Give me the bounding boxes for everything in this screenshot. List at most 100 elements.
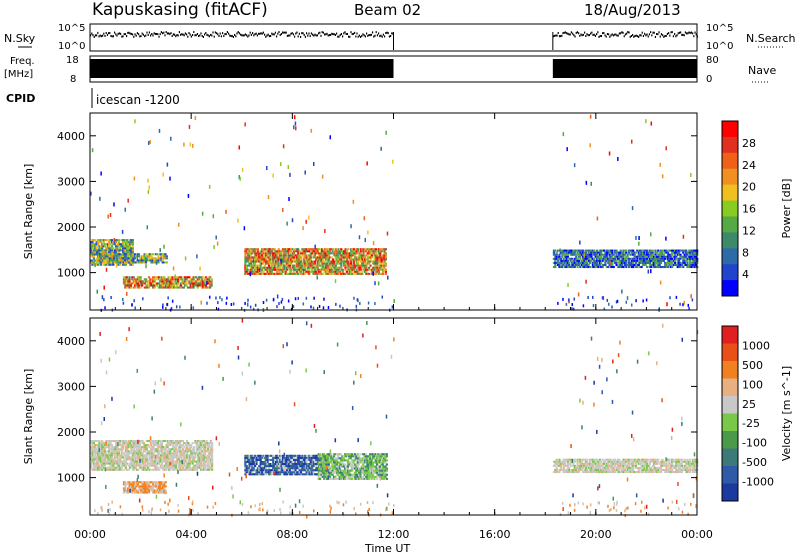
range-gate-cell [369, 248, 372, 251]
range-gate-cell [284, 460, 287, 464]
range-gate-cell [103, 460, 107, 463]
range-gate-cell [143, 286, 146, 289]
nsky-sample [557, 31, 559, 34]
range-gate-cell [363, 260, 367, 263]
range-gate-cell [334, 250, 337, 253]
range-gate-cell [172, 446, 175, 449]
range-gate-cell [292, 256, 296, 259]
range-gate-cell [152, 446, 155, 449]
range-gate-cell [336, 262, 339, 265]
range-gate-cell [133, 466, 136, 469]
range-gate-cell [158, 458, 161, 461]
range-gate-cell [194, 439, 197, 443]
range-gate-cell [170, 456, 173, 459]
range-gate-cell [167, 444, 171, 447]
range-gate-cell [683, 253, 686, 256]
range-gate-cell [273, 467, 276, 470]
range-gate-cell [117, 454, 121, 457]
range-gate-cell [281, 270, 285, 273]
nsky-sample [632, 33, 634, 36]
range-gate-cell [375, 260, 378, 263]
range-gate-cell [174, 456, 178, 459]
freq-strip-series [90, 59, 697, 78]
range-gate-cell [124, 276, 127, 279]
range-gate-cell [99, 456, 102, 459]
range-gate-cell [315, 469, 318, 472]
range-gate-cell [244, 463, 247, 466]
range-gate-cell [144, 257, 148, 260]
nsky-sample [594, 34, 597, 37]
range-gate-cell [170, 448, 173, 451]
range-gate-cell [279, 272, 282, 275]
range-gate-cell [304, 463, 307, 466]
range-gate-cell [142, 464, 146, 467]
range-gate-cell [98, 253, 102, 256]
range-gate-cell [130, 446, 133, 449]
nsky-sample [235, 35, 237, 38]
range-gate-cell [209, 284, 212, 287]
range-gate-cell [313, 252, 317, 255]
range-gate-cell [101, 247, 104, 250]
nsky-sample [654, 35, 657, 38]
range-gate-cell [174, 448, 178, 451]
range-gate-cell [171, 276, 174, 279]
range-gate-cell [304, 460, 307, 464]
range-gate-cell [124, 481, 127, 484]
range-gate-cell [381, 268, 385, 271]
nsky-tick-top: 10^5 [58, 23, 85, 34]
nsky-sample [200, 32, 202, 35]
range-gate-cell [171, 280, 174, 283]
range-gate-cell [665, 265, 668, 269]
range-gate-cell [292, 463, 296, 466]
range-gate-cell [94, 247, 97, 250]
range-gate-cell [255, 456, 258, 459]
range-gate-cell [158, 468, 161, 471]
range-gate-cell [131, 483, 134, 486]
range-gate-cell [299, 460, 303, 464]
nsky-sample [301, 32, 303, 35]
range-gate-cell [99, 446, 102, 449]
range-gate-cell [654, 261, 657, 264]
range-gate-cell [304, 260, 307, 263]
range-gate-cell [288, 254, 291, 257]
range-gate-cell [295, 263, 298, 268]
range-gate-cell [145, 489, 148, 492]
range-gate-cell [147, 276, 151, 279]
nsky-sample [681, 33, 683, 36]
range-gate-cell [316, 266, 319, 269]
range-gate-cell [651, 251, 654, 254]
range-gate-cell [131, 239, 134, 242]
range-gate-cell [372, 248, 375, 251]
range-gate-cell [270, 254, 273, 257]
range-gate-cell [179, 284, 183, 287]
range-gate-cell [134, 450, 137, 453]
range-gate-cell [283, 473, 286, 476]
range-gate-cell [126, 468, 129, 471]
range-gate-cell [249, 469, 253, 472]
range-gate-cell [122, 276, 126, 279]
range-gate-cell [141, 442, 144, 445]
range-gate-cell [174, 286, 177, 289]
range-gate-cell [379, 252, 382, 255]
range-gate-cell [298, 456, 301, 459]
range-gate-cell [304, 254, 307, 257]
range-gate-cell [212, 214, 215, 219]
nsky-sample [212, 31, 214, 34]
range-gate-cell [113, 452, 116, 455]
range-gate-cell [302, 467, 305, 470]
nsky-sample [289, 34, 291, 37]
range-gate-cell [136, 276, 139, 279]
range-gate-cell [129, 261, 132, 264]
nsky-sample [186, 33, 188, 36]
range-gate-cell [96, 466, 100, 469]
range-gate-cell [149, 452, 153, 455]
nsky-sample [582, 33, 585, 36]
range-gate-cell [573, 297, 575, 301]
range-gate-cell [258, 272, 261, 275]
range-gate-cell [324, 248, 328, 251]
range-gate-cell [359, 272, 362, 275]
range-gate-cell [312, 471, 315, 474]
range-gate-cell [248, 248, 251, 251]
range-gate-cell [682, 249, 685, 252]
range-gate-cell [265, 272, 268, 275]
